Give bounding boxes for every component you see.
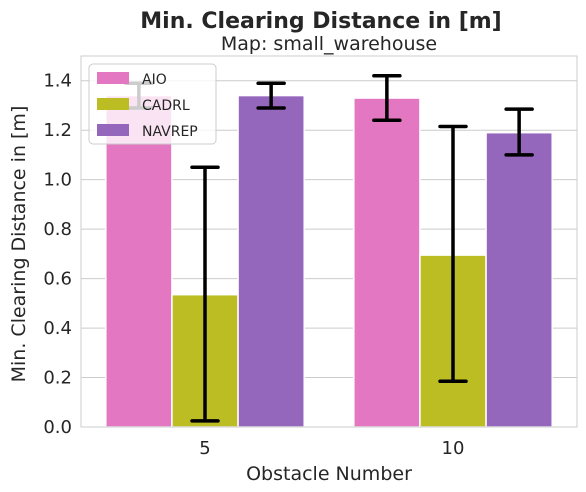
y-tick-label: 1.2 <box>43 120 72 141</box>
x-tick-label: 5 <box>199 438 210 459</box>
chart-title: Min. Clearing Distance in [m] <box>140 9 501 34</box>
legend: AIO CADRL NAVREP <box>88 63 217 145</box>
y-tick-label: 1.0 <box>43 170 72 191</box>
bar-navrep-10 <box>485 131 553 428</box>
y-tick-label: 0.0 <box>43 417 72 438</box>
tick-labels: 0.0 0.2 0.4 0.6 0.8 1.0 1.2 1.4 5 10 <box>43 71 464 459</box>
bar-aio-10 <box>353 97 421 428</box>
legend-swatch-cadrl <box>97 98 129 110</box>
legend-swatch-aio <box>97 72 129 84</box>
y-tick-label: 0.8 <box>43 219 72 240</box>
x-axis-label: Obstacle Number <box>246 463 412 485</box>
bar-navrep-5 <box>237 94 305 428</box>
plot-frame <box>80 55 578 428</box>
bar-aio-5 <box>105 94 173 428</box>
y-tick-label: 1.4 <box>43 71 72 92</box>
x-tick-label: 10 <box>442 438 465 459</box>
legend-label-aio: AIO <box>142 72 167 88</box>
y-tick-label: 0.6 <box>43 269 72 290</box>
legend-label-navrep: NAVREP <box>142 124 198 140</box>
legend-label-cadrl: CADRL <box>142 98 190 114</box>
y-tick-label: 0.4 <box>43 318 72 339</box>
legend-swatch-navrep <box>97 124 129 136</box>
y-tick-label: 0.2 <box>43 368 72 389</box>
error-bars <box>124 74 534 423</box>
chart-subtitle: Map: small_warehouse <box>221 33 437 55</box>
axes <box>80 55 578 428</box>
y-axis-label: Min. Clearing Distance in [m] <box>8 106 30 383</box>
